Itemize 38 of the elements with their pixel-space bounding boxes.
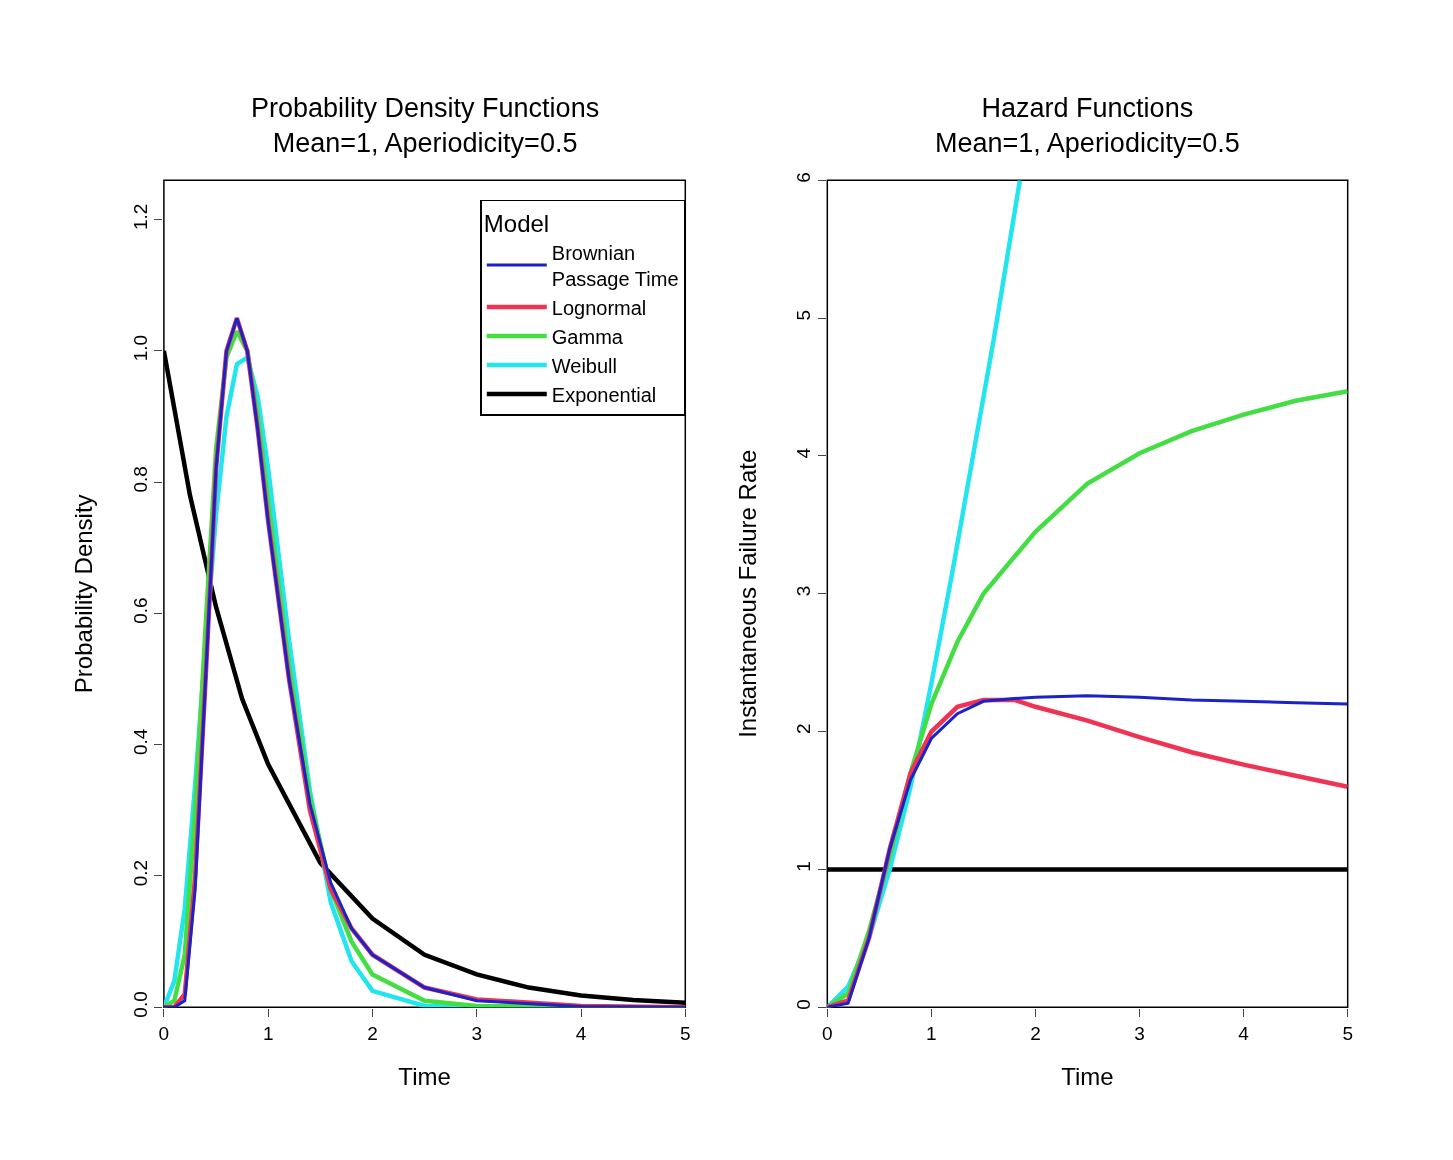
y-tick-label: 0.4 — [129, 728, 151, 756]
x-tick-label: 4 — [575, 1022, 587, 1044]
y-tick-label: 6 — [792, 172, 814, 183]
legend-label: Gamma — [551, 325, 624, 348]
chart-title: Probability Density Functions Mean=1, Aperiodicity=0.5 — [251, 93, 600, 159]
x-tick-label: 5 — [680, 1022, 691, 1044]
y-axis-title: Instantaneous Failure Rate — [733, 449, 761, 738]
y-tick-label: 1 — [792, 861, 814, 872]
x-tick-label: 0 — [158, 1022, 170, 1044]
y-tick-label: 2 — [792, 723, 814, 735]
x-tick-label: 5 — [1342, 1022, 1353, 1044]
y-tick-label: 0.0 — [129, 991, 151, 1018]
y-tick-label: 0 — [792, 999, 814, 1010]
legend-title: Model — [483, 210, 550, 238]
y-tick-label: 1.2 — [129, 203, 151, 231]
x-tick-label: 1 — [926, 1022, 937, 1044]
x-tick-label: 0 — [822, 1022, 833, 1044]
y-tick-label: 4 — [792, 447, 814, 459]
y-tick-label: 0.8 — [129, 466, 151, 493]
y-tick-label: 0.6 — [129, 597, 151, 624]
y-tick-label: 3 — [792, 585, 814, 597]
x-tick-label: 3 — [1134, 1022, 1145, 1044]
y-axis-title: Probability Density — [70, 494, 98, 694]
legend-label: Weibull — [551, 354, 617, 377]
x-tick-label: 2 — [1030, 1022, 1041, 1044]
y-tick-label: 1.0 — [129, 334, 151, 362]
legend-label: Lognormal — [551, 296, 647, 319]
x-axis-title: Time — [398, 1062, 451, 1090]
x-tick-label: 2 — [367, 1022, 378, 1044]
chart-title: Hazard Functions Mean=1, Aperiodicity=0.5 — [935, 93, 1240, 159]
legend-label: Exponential — [551, 383, 657, 406]
legend-label: Brownian Passage Time — [551, 241, 679, 290]
y-tick-label: 5 — [792, 309, 814, 321]
y-tick-label: 0.2 — [129, 859, 151, 887]
x-tick-label: 1 — [262, 1022, 274, 1044]
x-tick-label: 4 — [1238, 1022, 1250, 1044]
x-tick-label: 3 — [471, 1022, 483, 1044]
x-axis-title: Time — [1061, 1062, 1114, 1090]
